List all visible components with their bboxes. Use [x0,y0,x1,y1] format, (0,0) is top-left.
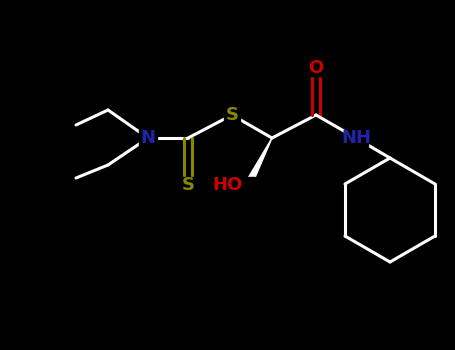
Text: HO: HO [213,176,243,194]
Bar [344,130,368,146]
Text: N: N [141,129,156,147]
Bar [179,177,197,193]
Text: NH: NH [341,129,371,147]
Text: O: O [308,59,324,77]
Text: S: S [182,176,194,194]
Bar [224,107,240,122]
Text: S: S [226,106,238,124]
Bar [307,60,325,76]
Bar [225,177,255,193]
Polygon shape [245,138,272,187]
Bar [139,130,157,146]
